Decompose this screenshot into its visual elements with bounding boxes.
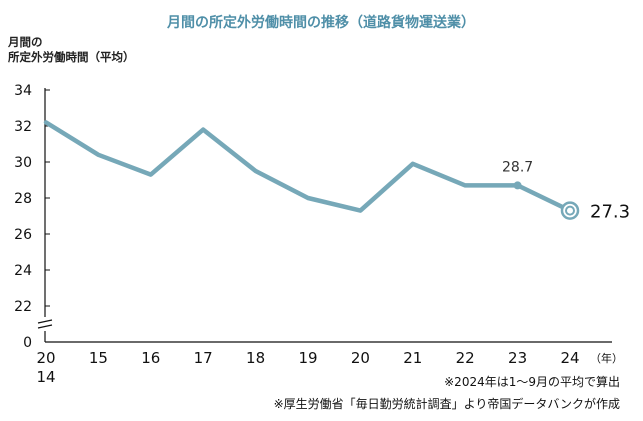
- y-axis-label-line-1: 月間の: [7, 35, 43, 49]
- x-tick-label: 18: [246, 349, 265, 367]
- y-axis-label-line-2: 所定外労働時間（平均）: [8, 50, 135, 64]
- y-tick-label: 0: [23, 335, 32, 351]
- y-tick-label: 32: [14, 119, 32, 135]
- data-point-23: [513, 181, 522, 190]
- footnote-2: ※厚生労働省「毎日勤労統計調査」より帝国データバンクが作成: [274, 396, 620, 411]
- x-tick-label: 21: [403, 349, 422, 367]
- data-point-24-inner: [565, 205, 575, 216]
- x-tick-label: 15: [89, 349, 108, 367]
- x-tick-label: 20: [36, 349, 55, 367]
- data-label-23: 28.7: [502, 159, 533, 175]
- x-tick-label: 19: [298, 349, 317, 367]
- y-tick-label: 22: [14, 299, 32, 315]
- x-tick-label: 17: [194, 349, 213, 367]
- x-tick-label: 16: [141, 349, 160, 367]
- y-tick-label: 30: [14, 155, 32, 171]
- x-tick-label: 23: [508, 349, 527, 367]
- x-tick-label: 20: [351, 349, 370, 367]
- axis-break-mark-1: [37, 319, 53, 324]
- footnote-1: ※2024年は1～9月の平均で算出: [444, 374, 620, 389]
- chart-title: 月間の所定外労働時間の推移（道路貨物運送業）: [166, 14, 475, 31]
- x-tick-label: 14: [36, 368, 55, 386]
- x-axis-unit: （年）: [590, 351, 623, 365]
- x-tick-label: 22: [456, 349, 475, 367]
- data-line: [43, 120, 573, 213]
- x-tick-label: 24: [560, 349, 579, 367]
- y-tick-label: 24: [14, 263, 32, 279]
- data-label-24: 27.3: [590, 202, 630, 223]
- y-tick-label: 28: [14, 191, 32, 207]
- axis-break-mark-2: [37, 324, 53, 329]
- y-tick-label: 26: [14, 227, 32, 243]
- y-tick-label: 34: [14, 83, 32, 99]
